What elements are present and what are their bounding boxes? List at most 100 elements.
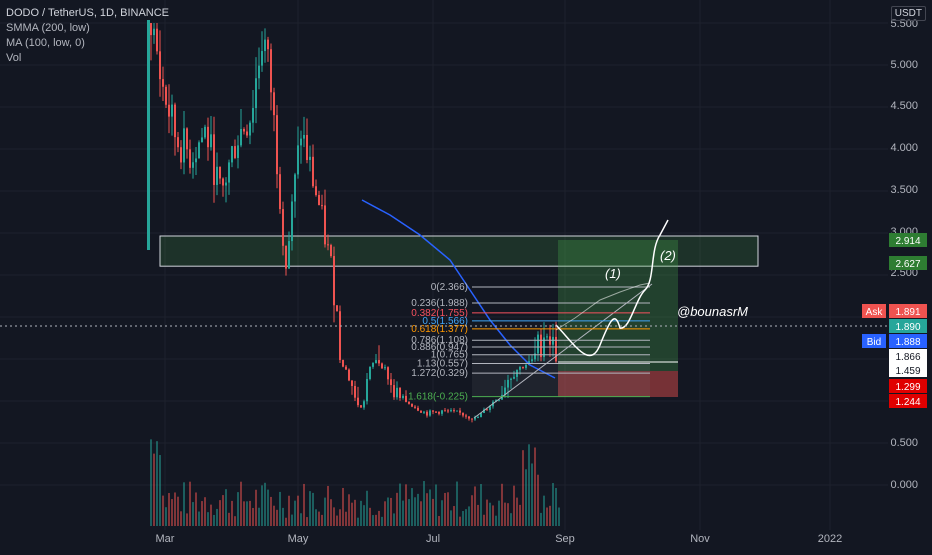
candle-body — [174, 104, 176, 138]
candle-body — [162, 79, 164, 87]
volume-bar — [198, 511, 200, 526]
price-tick-label: 4.000 — [890, 142, 918, 154]
candle-body — [354, 385, 356, 398]
candle-body — [489, 406, 491, 410]
volume-bar — [414, 497, 416, 526]
candle-body — [246, 131, 248, 136]
candle-body — [171, 104, 173, 117]
candle-body — [462, 412, 464, 416]
volume-bar — [183, 482, 185, 526]
volume-bar — [495, 515, 497, 526]
volume-bar — [219, 500, 221, 526]
candle-body — [498, 399, 500, 401]
candle-body — [279, 174, 281, 210]
volume-bar — [471, 495, 473, 526]
candle-body — [483, 409, 485, 414]
candle-body — [423, 411, 425, 413]
volume-bar — [240, 481, 242, 526]
indicator-ma[interactable]: MA (100, low, 0) — [6, 37, 85, 49]
candle-body — [465, 415, 467, 417]
volume-bar — [546, 507, 548, 526]
volume-bar — [483, 514, 485, 526]
price-tag-value: 1.888 — [895, 337, 920, 348]
volume-bar — [309, 491, 311, 526]
candle-body — [477, 417, 479, 419]
ma-line — [361, 199, 556, 379]
fib-level-label: 1.618(-0.225) — [408, 392, 468, 403]
candle-body — [192, 162, 194, 168]
trend-line — [473, 283, 653, 419]
candle-body — [177, 137, 179, 148]
candle-body — [312, 156, 314, 187]
indicator-vol[interactable]: Vol — [6, 52, 22, 64]
volume-bar — [231, 500, 233, 526]
symbol-title[interactable]: DODO / TetherUS, 1D, BINANCE — [6, 7, 170, 19]
volume-bar — [246, 501, 248, 526]
volume-bar — [225, 489, 227, 526]
volume-bar — [171, 499, 173, 526]
candle-body — [297, 145, 299, 175]
volume-bar — [273, 505, 275, 526]
candle-body — [414, 406, 416, 408]
candle-body — [411, 403, 413, 407]
candle-body — [537, 334, 539, 354]
time-tick-label: Mar — [156, 533, 175, 545]
candle-body — [294, 174, 296, 202]
price-tag-value: 2.627 — [895, 259, 920, 270]
candle-body — [363, 401, 365, 408]
volume-bar — [420, 501, 422, 526]
candle-body — [420, 410, 422, 413]
price-tag-value: 2.914 — [895, 236, 920, 247]
volume-bar — [555, 487, 557, 526]
volume-bar — [387, 497, 389, 526]
volume-bar — [429, 489, 431, 526]
candle-body — [366, 379, 368, 402]
volume-bar — [279, 491, 281, 526]
volume-bar — [282, 507, 284, 526]
candle-body — [459, 410, 461, 413]
volume-bar — [204, 497, 206, 526]
candle-body — [456, 410, 458, 412]
volume-bar — [522, 450, 524, 526]
volume-bar — [237, 492, 239, 526]
candle-body — [387, 367, 389, 380]
price-tag-value: 1.866 — [895, 352, 920, 363]
volume-bar — [525, 469, 527, 526]
volume-bar — [516, 497, 518, 526]
volume-bar — [315, 509, 317, 526]
volume-bar — [498, 500, 500, 526]
author-watermark: @bounasrM — [677, 304, 748, 319]
price-tag-label: Bid — [867, 337, 881, 348]
currency-badge[interactable]: USDT — [890, 6, 926, 21]
volume-bar — [291, 514, 293, 526]
candle-body — [468, 416, 470, 419]
volume-bar — [150, 439, 152, 526]
volume-bar — [153, 453, 155, 526]
candle-body — [426, 411, 428, 416]
candle-body — [438, 411, 440, 414]
candle-body — [195, 158, 197, 163]
candle-body — [507, 379, 509, 388]
candle-body — [333, 256, 335, 306]
candle-body — [225, 182, 227, 186]
indicator-smma[interactable]: SMMA (200, low) — [6, 22, 90, 34]
fib-level-label: 0(2.366) — [431, 282, 468, 293]
candle-body — [510, 378, 512, 380]
candle-body — [342, 359, 344, 367]
volume-bar — [372, 515, 374, 526]
volume-bar — [363, 505, 365, 526]
volume-bar — [216, 508, 218, 526]
candle-body — [399, 387, 401, 398]
volume-bar — [426, 493, 428, 526]
candle-body — [546, 336, 548, 338]
volume-bar — [177, 496, 179, 526]
candle-body — [552, 336, 554, 345]
volume-bar — [381, 516, 383, 526]
candle-body — [357, 397, 359, 406]
time-tick-label: May — [288, 533, 309, 545]
candle-body — [360, 405, 362, 408]
volume-bar — [507, 503, 509, 526]
price-tag-box — [889, 334, 927, 348]
